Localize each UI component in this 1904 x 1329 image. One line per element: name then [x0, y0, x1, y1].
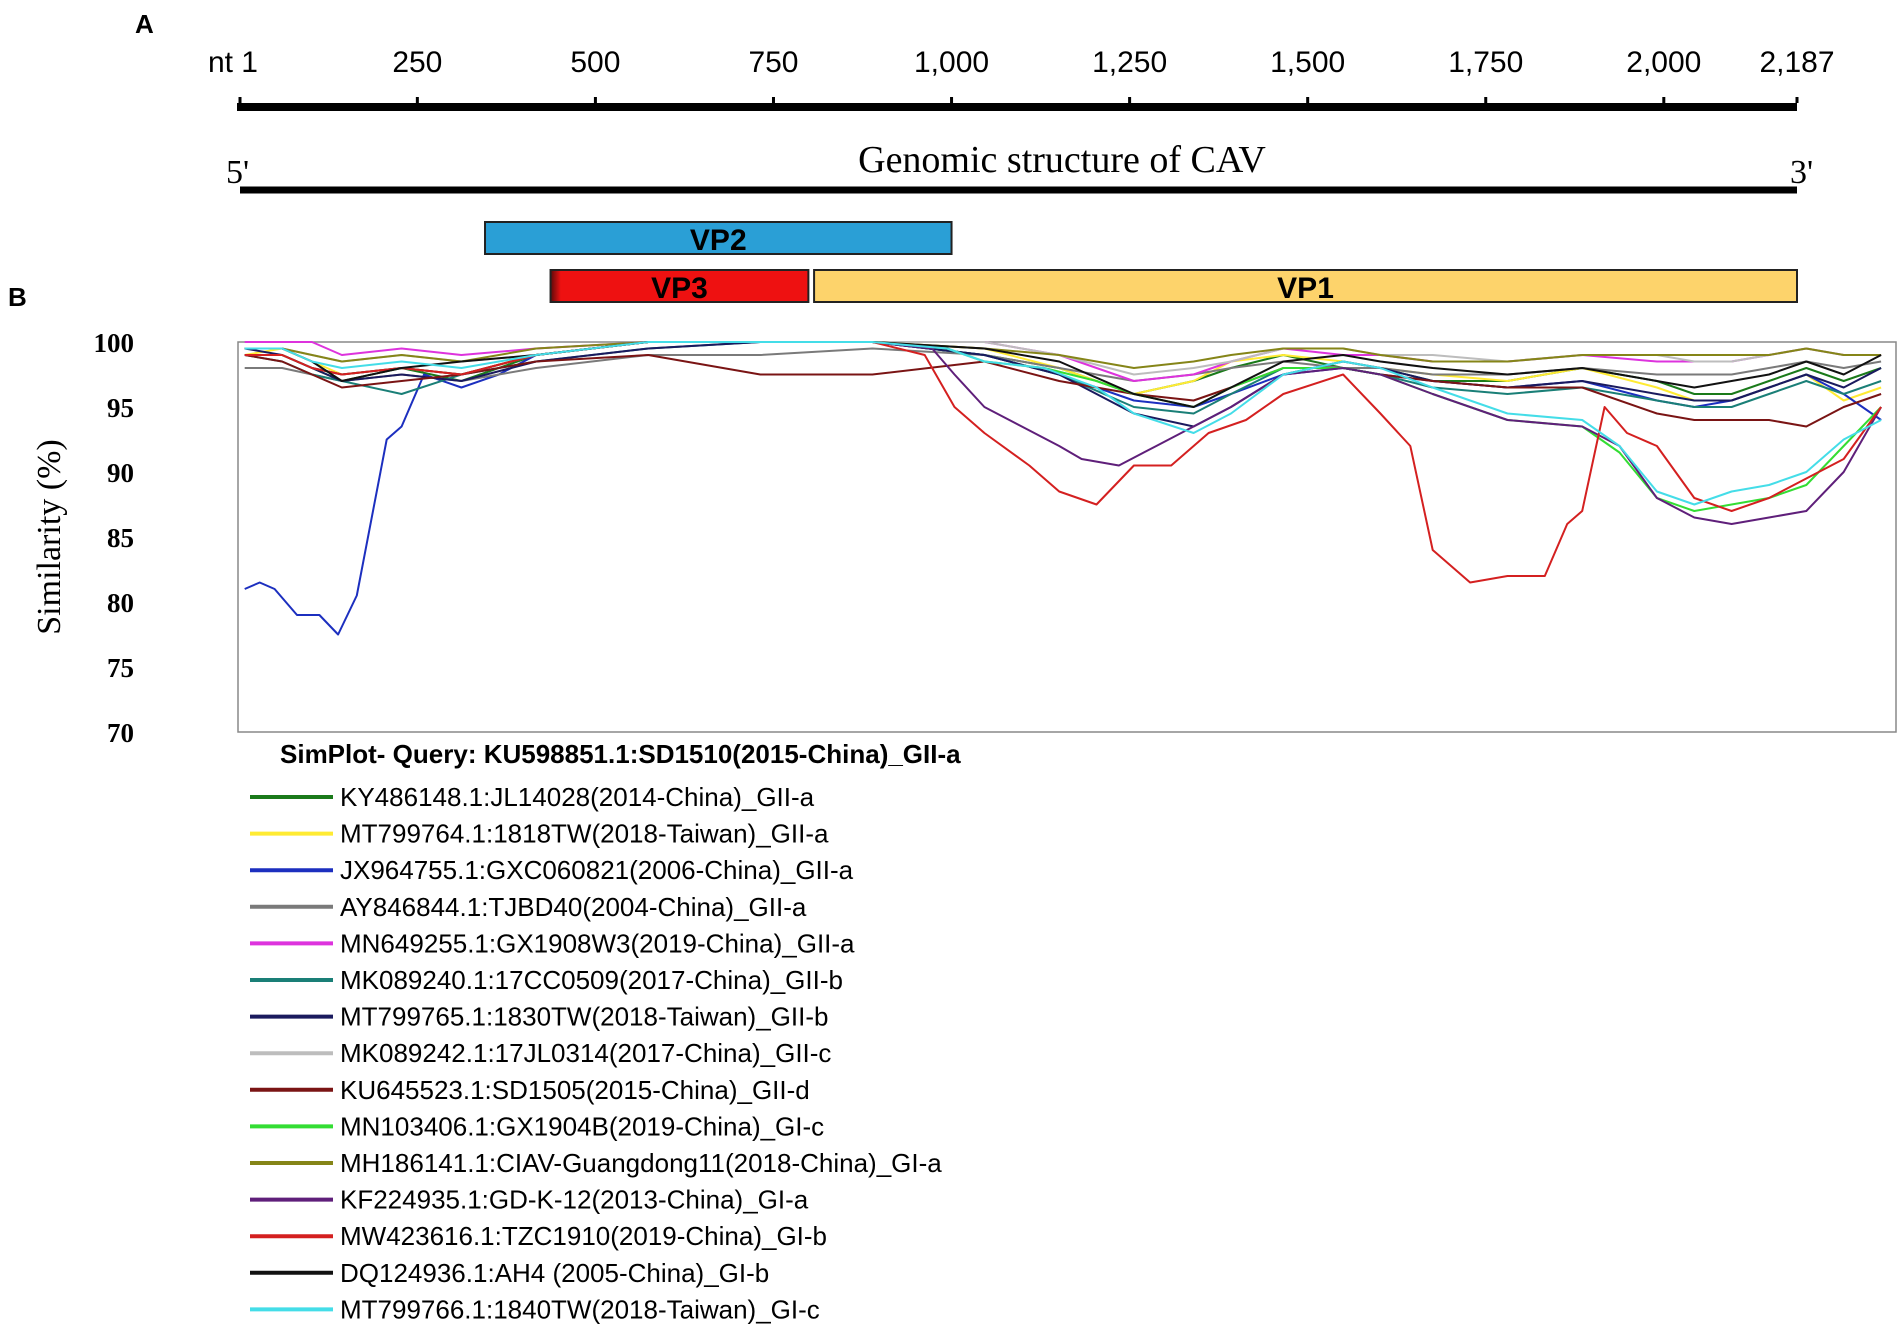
genome-title: Genomic structure of CAV	[858, 139, 1266, 181]
legend-label: MT799764.1:1818TW(2018-Taiwan)_GII-a	[340, 819, 829, 849]
legend-label: KY486148.1:JL14028(2014-China)_GII-a	[340, 782, 815, 812]
panel-b-label: B	[8, 282, 27, 312]
y-tick-label: 85	[107, 523, 134, 553]
ruler-tick-label: 250	[392, 46, 442, 79]
ruler-tick-label: 2,000	[1626, 46, 1701, 79]
legend-label: DQ124936.1:AH4 (2005-China)_GI-b	[340, 1258, 769, 1288]
series-line-1	[244, 341, 1882, 395]
y-axis-label: Similarity (%)	[31, 439, 68, 634]
ruler-tick-label: 1,750	[1448, 46, 1523, 79]
y-axis-ticks: 100 95 90 85 80 75 70	[94, 328, 135, 748]
series-line-9	[244, 354, 1882, 428]
ruler-tick-label: 500	[570, 46, 620, 79]
genome-structure: Genomic structure of CAV 5' 3'	[226, 139, 1813, 194]
legend: KY486148.1:JL14028(2014-China)_GII-a MT79…	[250, 782, 942, 1324]
legend-label: MN103406.1:GX1904B(2019-China)_GI-c	[340, 1111, 824, 1141]
gene-vp2-bar	[484, 221, 953, 255]
gene-vp3-label: VP3	[651, 272, 708, 305]
ruler-tick-label: 2,187	[1759, 46, 1834, 79]
gene-map: VP2 VP3 VP1	[484, 221, 1798, 305]
legend-label: MH186141.1:CIAV-Guangdong11(2018-China)_…	[340, 1148, 942, 1178]
legend-label: KF224935.1:GD-K-12(2013-China)_GI-a	[340, 1185, 809, 1215]
legend-label: KU645523.1:SD1505(2015-China)_GII-d	[340, 1075, 810, 1105]
series-line-6	[244, 341, 1882, 415]
y-tick-label: 75	[107, 653, 134, 683]
ruler-tick-label: 1,000	[914, 46, 989, 79]
series-line-15	[244, 341, 1882, 506]
gene-vp3-bar	[549, 269, 810, 303]
legend-label: MK089240.1:17CC0509(2017-China)_GII-b	[340, 965, 843, 995]
panel-a-label: A	[135, 9, 154, 39]
ruler-tick-label: 1,500	[1270, 46, 1345, 79]
y-tick-label: 90	[107, 458, 134, 488]
series-lines	[244, 341, 1882, 636]
y-tick-label: 80	[107, 588, 134, 618]
five-prime-label: 5'	[226, 154, 249, 191]
simplot-chart: 100 95 90 85 80 75 70 Similarity (%)	[31, 328, 1897, 748]
legend-label: MW423616.1:TZC1910(2019-China)_GI-b	[340, 1221, 827, 1251]
legend-label: MT799765.1:1830TW(2018-Taiwan)_GII-b	[340, 1002, 828, 1032]
y-tick-label: 100	[94, 328, 135, 358]
series-line-11	[244, 341, 1882, 369]
nucleotide-ruler: nt 1 250 500 750 1,000 1,250 1,500 1,750 2,000 2,…	[208, 46, 1835, 111]
legend-label: AY846844.1:TJBD40(2004-China)_GII-a	[340, 892, 807, 922]
y-tick-label: 95	[107, 393, 134, 423]
ruler-tick-label: nt 1	[208, 46, 258, 79]
ruler-tick-label: 1,250	[1092, 46, 1167, 79]
legend-label: JX964755.1:GXC060821(2006-China)_GII-a	[340, 855, 854, 885]
legend-label: MK089242.1:17JL0314(2017-China)_GII-c	[340, 1038, 831, 1068]
gene-vp1-bar	[813, 269, 1798, 303]
legend-label: MT799766.1:1840TW(2018-Taiwan)_GI-c	[340, 1294, 820, 1324]
gene-vp1-label: VP1	[1277, 272, 1334, 305]
plot-frame	[237, 341, 1897, 733]
ruler-tick-label: 750	[748, 46, 798, 79]
legend-label: MN649255.1:GX1908W3(2019-China)_GII-a	[340, 928, 855, 958]
y-tick-label: 70	[107, 718, 134, 748]
gene-vp2-label: VP2	[690, 224, 747, 257]
chart-title: SimPlot- Query: KU598851.1:SD1510(2015-C…	[280, 739, 961, 769]
three-prime-label: 3'	[1790, 154, 1813, 191]
